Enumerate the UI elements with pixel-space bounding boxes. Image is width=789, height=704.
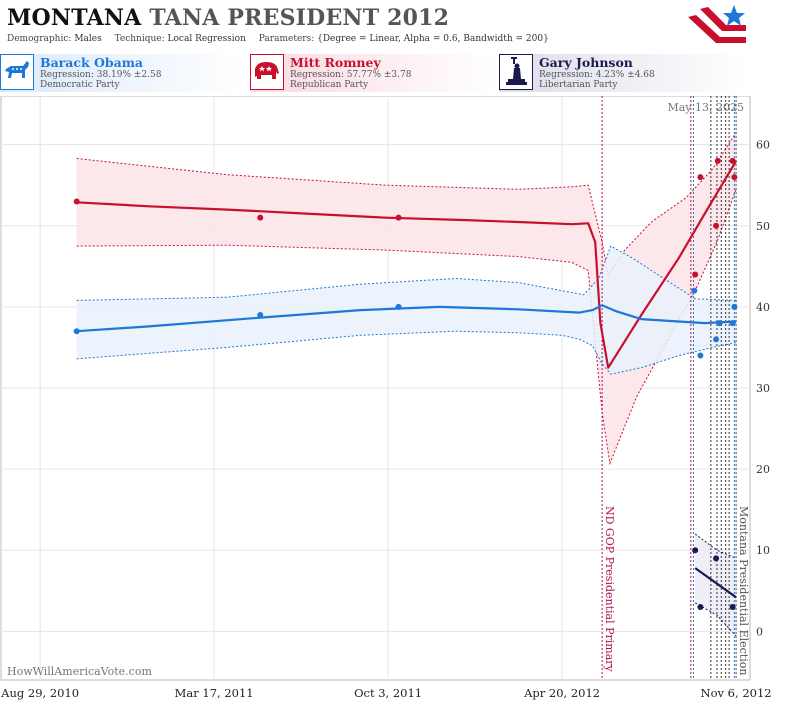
- confidence-band: [76, 132, 737, 464]
- title-race: TANA PRESIDENT 2012: [149, 5, 450, 31]
- x-tick-label: Aug 29, 2010: [0, 686, 79, 700]
- regression-line: [694, 567, 737, 599]
- candidate-regression: Regression: 4.23% ±4.68: [539, 70, 655, 80]
- parameters-value: {Degree = Linear, Alpha = 0.6, Bandwidth…: [317, 34, 549, 44]
- poll-point: [731, 303, 738, 310]
- candidate-party: Libertarian Party: [539, 80, 618, 90]
- demographic-label: Demographic:: [7, 34, 72, 44]
- poll-point: [395, 303, 402, 310]
- elephant-icon: [250, 54, 284, 90]
- poll-point: [257, 312, 264, 318]
- regression-line: [76, 160, 738, 369]
- poll-point: [697, 174, 704, 181]
- y-tick-label: 30: [756, 382, 770, 395]
- demographic-value: Males: [74, 34, 102, 44]
- title-state: MONTANA: [7, 5, 142, 31]
- poll-point: [716, 320, 723, 327]
- chart-parameters: Demographic: Males Technique: Local Regr…: [7, 34, 549, 44]
- poll-point: [729, 604, 736, 610]
- y-tick-label: 40: [756, 301, 770, 314]
- poll-point: [73, 198, 80, 205]
- donkey-icon: [0, 54, 34, 90]
- liberty-statue-icon: [499, 54, 533, 90]
- poll-point: [731, 174, 738, 181]
- y-tick-label: 10: [756, 544, 770, 557]
- candidate-name: Barack Obama: [40, 55, 144, 70]
- candidate-card-romney[interactable]: Mitt Romney Regression: 57.77% ±3.78 Rep…: [250, 54, 496, 92]
- poll-point: [73, 328, 80, 335]
- poll-point: [692, 547, 699, 554]
- parameters-label: Parameters:: [258, 34, 315, 44]
- confidence-band: [695, 534, 737, 637]
- candidate-regression: Regression: 38.19% ±2.58: [40, 70, 162, 80]
- x-tick-label: Oct 3, 2011: [354, 686, 422, 700]
- poll-point: [257, 214, 264, 221]
- date-stamp: May 13, 2025: [667, 101, 744, 114]
- candidate-card-johnson[interactable]: Gary Johnson Regression: 4.23% ±4.68 Lib…: [499, 54, 745, 92]
- event-label: Montana Presidential Election: [737, 506, 750, 675]
- poll-point: [729, 320, 736, 327]
- poll-point: [691, 287, 698, 294]
- upper-bound-line: [76, 245, 737, 301]
- candidate-card-obama[interactable]: Barack Obama Regression: 38.19% ±2.58 De…: [0, 54, 246, 92]
- poll-point: [395, 214, 402, 221]
- technique-value: Local Regression: [167, 34, 246, 44]
- poll-point: [729, 157, 736, 164]
- poll-point: [697, 352, 704, 359]
- candidate-name: Mitt Romney: [290, 55, 381, 70]
- y-tick-label: 20: [756, 463, 770, 476]
- page-title: MONTANA TANA PRESIDENT 2012: [7, 5, 449, 31]
- confidence-band: [76, 246, 737, 375]
- candidate-name: Gary Johnson: [539, 55, 633, 70]
- poll-point: [714, 157, 721, 164]
- chart-header: MONTANA TANA PRESIDENT 2012 Demographic:…: [0, 0, 789, 50]
- x-tick-label: Apr 20, 2012: [523, 686, 600, 700]
- lower-bound-line: [76, 330, 737, 375]
- technique-label: Technique:: [114, 34, 165, 44]
- y-tick-label: 50: [756, 220, 770, 233]
- candidate-party: Democratic Party: [40, 80, 120, 90]
- event-label: ND GOP Presidential Primary: [603, 506, 616, 673]
- y-tick-label: 0: [756, 625, 763, 638]
- poll-point: [713, 555, 720, 562]
- watermark: HowWillAmericaVote.com: [7, 665, 152, 678]
- poll-point: [697, 604, 704, 610]
- poll-point: [692, 271, 699, 278]
- poll-point: [713, 222, 720, 229]
- poll-point: [713, 336, 720, 343]
- regression-line: [76, 304, 737, 333]
- stars-stripes-logo-icon: [688, 5, 746, 43]
- candidate-party: Republican Party: [290, 80, 369, 90]
- candidate-regression: Regression: 57.77% ±3.78: [290, 70, 412, 80]
- upper-bound-line: [694, 533, 737, 559]
- poll-chart: 0 10 20 30 40 50 60 Aug 29, 2010 Mar 17, 2011 Oct…: [0, 96, 772, 700]
- x-tick-label: Nov 6, 2012: [701, 686, 772, 700]
- x-tick-label: Mar 17, 2011: [175, 686, 254, 700]
- y-tick-label: 60: [756, 139, 770, 152]
